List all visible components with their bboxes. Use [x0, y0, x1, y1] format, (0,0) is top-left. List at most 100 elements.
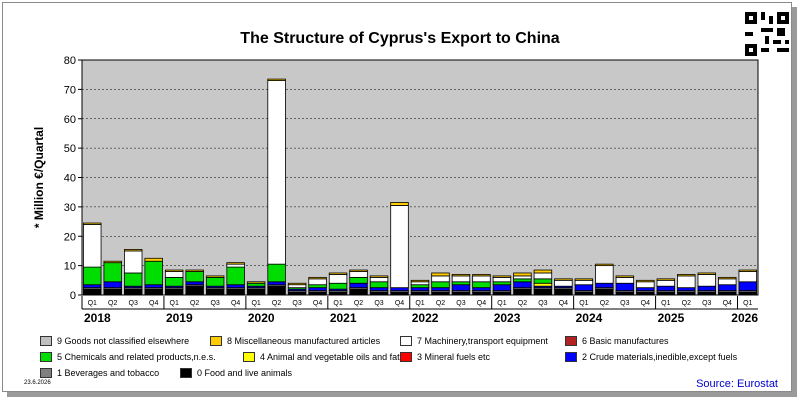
bar-segment-g5: [431, 281, 450, 289]
bar-segment-g0: [328, 291, 348, 296]
bar-segment-g0: [164, 288, 184, 296]
source-label: Source: Eurostat: [696, 378, 778, 390]
bar-segment-g7: [513, 275, 532, 280]
bar-segment-g2: [349, 282, 368, 289]
quarter-label: Q3: [538, 300, 547, 307]
bar-segment-g7: [533, 272, 553, 280]
bar-segment-g7: [349, 271, 368, 278]
y-tick-label: 50: [64, 143, 76, 155]
y-tick-label: 40: [64, 173, 76, 185]
bar-segment-g7: [328, 274, 348, 284]
bar-segment-g7: [226, 263, 245, 268]
year-label: 2024: [576, 311, 603, 325]
bar-segment-g8: [226, 262, 245, 265]
bar-segment-g5: [246, 282, 266, 287]
y-tick-label: 80: [64, 55, 76, 67]
bar-segment-g2: [390, 287, 409, 291]
quarter-label: Q2: [436, 300, 445, 307]
legend-item: 7 Machinery,transport equipment: [400, 336, 548, 346]
legend-swatch: [400, 336, 412, 346]
bar-segment-g8: [164, 269, 184, 272]
quarter-label: Q1: [251, 300, 260, 307]
bar-segment-g0: [205, 288, 225, 296]
bar-segment-g0: [369, 291, 389, 296]
legend-item: 6 Basic manufactures: [565, 336, 669, 346]
bar-segment-g8: [677, 274, 696, 277]
quarter-label: Q3: [620, 300, 629, 307]
bar-segment-g8: [718, 276, 737, 280]
quarter-label: Q1: [170, 300, 179, 307]
bar-segment-g5: [144, 260, 163, 286]
bar-segment-g2: [615, 282, 635, 291]
quarter-label: Q1: [743, 300, 752, 307]
quarter-label: Q4: [395, 300, 404, 307]
quarter-label: Q3: [702, 300, 711, 307]
bar-segment-g5: [472, 281, 491, 289]
bar-segment-g0: [656, 291, 676, 296]
bar-segment-g0: [677, 291, 696, 296]
bar-segment-g0: [718, 291, 737, 296]
bar-segment-g0: [246, 288, 266, 296]
bar-segment-g0: [738, 291, 757, 296]
bar-segment-g8: [574, 278, 594, 281]
qr-code-icon: [745, 12, 789, 56]
bar-segment-g7: [124, 250, 143, 274]
legend-item: 0 Food and live animals: [180, 368, 292, 378]
quarter-label: Q1: [88, 300, 97, 307]
bar-segment-g8: [287, 282, 307, 286]
bar-segment-g2: [185, 281, 204, 286]
bar-segment-g5: [369, 281, 389, 289]
y-tick-label: 70: [64, 84, 76, 96]
bar-segment-g2: [656, 285, 676, 291]
bar-segment-g0: [533, 288, 553, 296]
bar-segment-g8: [554, 278, 573, 281]
bar-segment-g5: [308, 284, 327, 289]
quarter-label: Q3: [210, 300, 219, 307]
bar-segment-g7: [164, 271, 184, 278]
legend-item: 4 Animal and vegetable oils and fats: [243, 352, 404, 362]
quarter-label: Q1: [333, 300, 342, 307]
bar-segment-g8: [83, 222, 102, 225]
bar-segment-g8: [349, 269, 368, 272]
year-label: 2021: [330, 311, 357, 325]
bar-segment-g8: [267, 78, 286, 81]
legend-swatch: [400, 352, 412, 362]
quarter-label: Q2: [354, 300, 363, 307]
bar-segment-g2: [83, 284, 102, 289]
legend-swatch: [40, 368, 52, 378]
y-tick-label: 20: [64, 231, 76, 243]
bar-segment-g0: [349, 288, 368, 296]
bar-segment-g0: [287, 291, 307, 296]
chart-title: The Structure of Cyprus's Export to Chin…: [240, 30, 560, 47]
bar-segment-g8: [513, 272, 532, 277]
bar-segment-g0: [615, 291, 635, 296]
bar-segment-g8: [205, 275, 225, 278]
quarter-label: Q1: [579, 300, 588, 307]
quarter-label: Q1: [415, 300, 424, 307]
bar-segment-g8: [697, 272, 716, 275]
bar-segment-g7: [492, 276, 512, 283]
bar-segment-g5: [205, 276, 225, 287]
bar-segment-g5: [267, 263, 286, 283]
quarter-label: Q2: [600, 300, 609, 307]
bar-segment-g8: [124, 249, 143, 252]
bar-segment-g2: [431, 287, 450, 291]
quarter-label: Q3: [129, 300, 138, 307]
legend-swatch: [243, 352, 255, 362]
bar-segment-g8: [246, 281, 266, 284]
bar-segment-g7: [390, 205, 409, 289]
bar-segment-g0: [554, 288, 573, 296]
quarter-label: Q4: [313, 300, 322, 307]
bar-segment-g5: [103, 262, 122, 283]
bar-segment-g0: [697, 291, 716, 296]
bar-segment-g2: [103, 281, 122, 289]
bar-segment-g0: [124, 288, 143, 296]
bar-segment-g0: [595, 288, 614, 296]
bar-segment-g8: [595, 263, 614, 267]
bar-segment-g8: [533, 269, 553, 274]
bar-segment-g0: [513, 288, 532, 296]
bar-segment-g0: [390, 291, 409, 296]
bar-segment-g2: [472, 287, 491, 291]
bar-segment-g0: [103, 288, 122, 296]
bar-segment-g0: [636, 291, 655, 296]
